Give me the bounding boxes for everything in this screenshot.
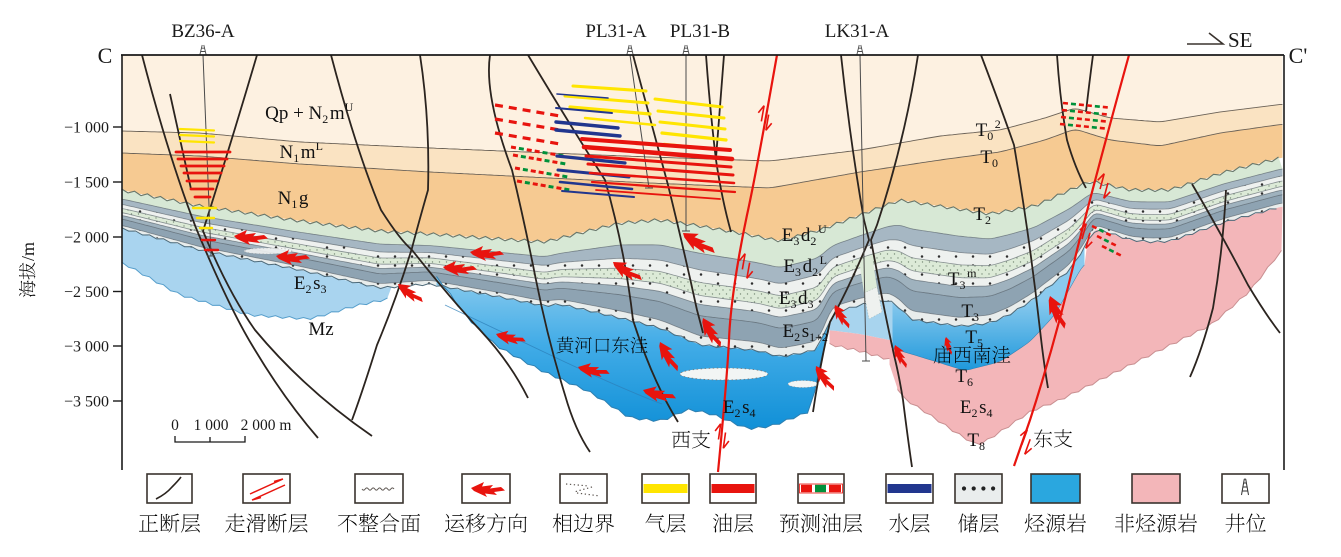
svg-text:LK31-A: LK31-A xyxy=(825,21,890,42)
svg-text:/m: /m xyxy=(18,242,38,261)
svg-text:SE: SE xyxy=(1228,28,1253,52)
svg-text:C': C' xyxy=(1289,43,1308,68)
svg-text:0: 0 xyxy=(171,417,179,434)
svg-text:T0 2: T0 2 xyxy=(976,117,1003,143)
svg-text:−1 000: −1 000 xyxy=(64,120,109,137)
svg-text:E3 d3: E3 d3 xyxy=(779,288,815,311)
svg-text:T3: T3 xyxy=(961,301,980,324)
svg-text:T6: T6 xyxy=(955,366,974,389)
svg-text:E2 s3: E2 s3 xyxy=(294,273,328,296)
svg-text:1 000: 1 000 xyxy=(194,417,229,434)
svg-text:T5: T5 xyxy=(965,327,984,350)
svg-text:PL31-B: PL31-B xyxy=(670,21,730,42)
svg-text:−1 500: −1 500 xyxy=(64,175,109,192)
svg-text:E2 s4: E2 s4 xyxy=(723,397,757,420)
svg-text:−2 000: −2 000 xyxy=(64,230,109,247)
svg-text:N1 g: N1 g xyxy=(278,188,309,211)
svg-text:T2: T2 xyxy=(973,204,992,227)
svg-text:E3 d2 L: E3 d2 L xyxy=(783,253,828,279)
svg-text:Qp + N2 mU: Qp + N2 mU xyxy=(265,100,355,126)
svg-text:−3 500: −3 500 xyxy=(64,394,109,411)
svg-text:−3 000: −3 000 xyxy=(64,339,109,356)
svg-text:C: C xyxy=(98,43,113,68)
svg-text:E3 d2 U: E3 d2 U xyxy=(782,222,829,248)
svg-text:BZ36-A: BZ36-A xyxy=(171,21,235,42)
svg-text:2 000 m: 2 000 m xyxy=(241,417,292,434)
svg-text:N1 mL: N1 mL xyxy=(279,139,324,165)
svg-text:T3 m: T3 m xyxy=(948,266,978,292)
svg-text:Mz: Mz xyxy=(308,319,333,340)
svg-text:T0: T0 xyxy=(980,147,999,170)
svg-text:T8: T8 xyxy=(967,430,986,453)
svg-text:−2 500: −2 500 xyxy=(64,284,109,301)
svg-text:E2 s1+2: E2 s1+2 xyxy=(783,321,830,344)
svg-text:E2 s4: E2 s4 xyxy=(960,397,994,420)
svg-text:PL31-A: PL31-A xyxy=(585,21,647,42)
